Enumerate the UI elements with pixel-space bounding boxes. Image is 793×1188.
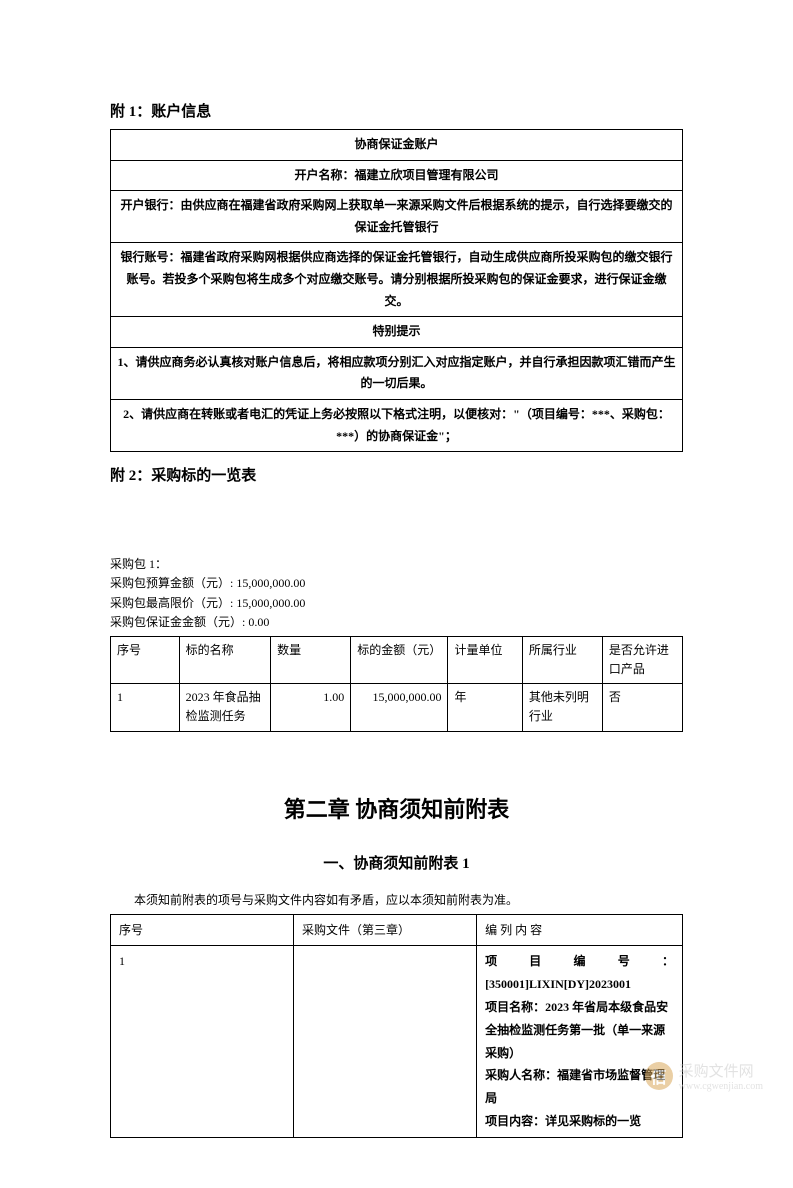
items-row-qty: 1.00 [271, 684, 351, 731]
appendix-header-2: 编 列 内 容 [477, 914, 683, 946]
deposit-label: 采购包保证金金额（元）: 0.00 [110, 613, 683, 632]
account-row-2: 开户银行：由供应商在福建省政府采购网上获取单一来源采购文件后根据系统的提示，自行… [111, 191, 683, 243]
appendix-table: 序号 采购文件（第三章） 编 列 内 容 1 项 目 编 号 ： [350001… [110, 914, 683, 1138]
items-header-0: 序号 [111, 636, 180, 683]
watermark-url: www.cgwenjian.com [679, 1081, 763, 1092]
account-row-5: 1、请供应商务必认真核对账户信息后，将相应款项分别汇入对应指定账户，并自行承担因… [111, 347, 683, 399]
watermark: 佰 采购文件网 www.cgwenjian.com [645, 1060, 763, 1092]
appendix-header-0: 序号 [111, 914, 294, 946]
watermark-text: 采购文件网 [679, 1060, 763, 1081]
account-row-4: 特别提示 [111, 317, 683, 348]
budget-label: 采购包预算金额（元）: 15,000,000.00 [110, 574, 683, 593]
watermark-icon: 佰 [645, 1062, 673, 1090]
items-header-1: 标的名称 [179, 636, 271, 683]
items-table: 序号 标的名称 数量 标的金额（元） 计量单位 所属行业 是否允许进口产品 1 … [110, 636, 683, 732]
appendix-row1-seq: 1 [111, 946, 294, 1137]
items-row-import: 否 [602, 684, 682, 731]
items-row-amount: 15,000,000.00 [351, 684, 448, 731]
section1-title: 附 1：账户信息 [110, 100, 683, 121]
appendix-header-1: 采购文件（第三章） [294, 914, 477, 946]
account-row-0: 协商保证金账户 [111, 130, 683, 161]
limit-label: 采购包最高限价（元）: 15,000,000.00 [110, 594, 683, 613]
account-row-6: 2、请供应商在转账或者电汇的凭证上务必按照以下格式注明，以便核对："（项目编号：… [111, 399, 683, 451]
items-header-3: 标的金额（元） [351, 636, 448, 683]
appendix-row1-content: 项 目 编 号 ： [350001]LIXIN[DY]2023001 项目名称：… [477, 946, 683, 1137]
items-row-seq: 1 [111, 684, 180, 731]
chapter2-note: 本须知前附表的项号与采购文件内容如有矛盾，应以本须知前附表为准。 [110, 891, 683, 908]
account-info-table: 协商保证金账户 开户名称：福建立欣项目管理有限公司 开户银行：由供应商在福建省政… [110, 129, 683, 452]
items-header-5: 所属行业 [522, 636, 602, 683]
chapter2-title: 第二章 协商须知前附表 [110, 792, 683, 824]
items-row-name: 2023 年食品抽检监测任务 [179, 684, 271, 731]
section2-title: 附 2：采购标的一览表 [110, 464, 683, 485]
appendix-row1-col2 [294, 946, 477, 1137]
items-row-unit: 年 [448, 684, 522, 731]
items-row-industry: 其他未列明行业 [522, 684, 602, 731]
items-header-4: 计量单位 [448, 636, 522, 683]
account-row-1: 开户名称：福建立欣项目管理有限公司 [111, 160, 683, 191]
items-header-2: 数量 [271, 636, 351, 683]
items-header-6: 是否允许进口产品 [602, 636, 682, 683]
chapter2-subtitle: 一、协商须知前附表 1 [110, 852, 683, 873]
account-row-3: 银行账号：福建省政府采购网根据供应商选择的保证金托管银行，自动生成供应商所投采购… [111, 243, 683, 317]
package-label: 采购包 1： [110, 555, 683, 574]
